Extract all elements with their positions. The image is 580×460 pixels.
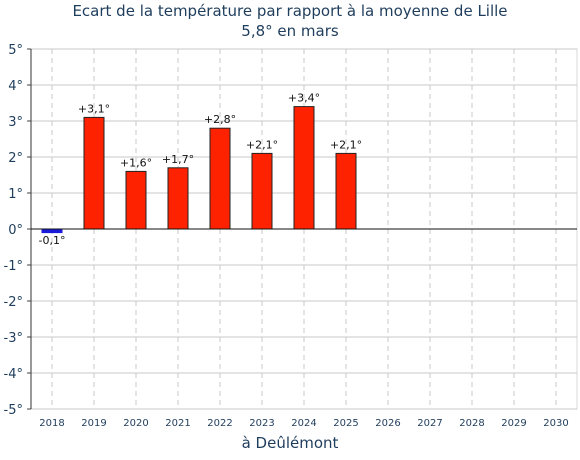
y-tick-label: 2° xyxy=(8,151,23,166)
data-label: +3,4° xyxy=(288,92,320,105)
y-tick-label: -4° xyxy=(4,367,23,382)
data-label: +2,1° xyxy=(246,138,278,151)
y-tick-label: 0° xyxy=(8,223,23,238)
x-tick-label: 2029 xyxy=(501,418,526,429)
x-tick-label: 2019 xyxy=(81,418,106,429)
x-tick-label: 2018 xyxy=(39,418,64,429)
x-tick-label: 2022 xyxy=(207,418,232,429)
bar-2022 xyxy=(209,127,231,230)
y-tick-label: 4° xyxy=(8,79,23,94)
chart-subtitle: 5,8° en mars xyxy=(241,22,339,40)
data-label: +2,8° xyxy=(204,113,236,126)
y-tick-label: -5° xyxy=(4,403,23,418)
data-label: +1,7° xyxy=(162,153,194,166)
x-tick-label: 2030 xyxy=(543,418,568,429)
y-tick-label: 3° xyxy=(8,115,23,130)
y-tick-label: 5° xyxy=(8,43,23,58)
y-tick-label: -1° xyxy=(4,259,23,274)
bar-2023 xyxy=(251,152,273,230)
x-tick-label: 2020 xyxy=(123,418,148,429)
data-label: -0,1° xyxy=(39,234,66,247)
bar-2020 xyxy=(125,170,147,230)
x-tick-label: 2026 xyxy=(375,418,400,429)
data-label: +1,6° xyxy=(120,156,152,169)
y-tick-label: -3° xyxy=(4,331,23,346)
x-axis-label: à Deûlémont xyxy=(241,434,339,452)
x-tick-label: 2021 xyxy=(165,418,190,429)
bar-2024 xyxy=(293,106,315,230)
bar-2021 xyxy=(167,167,189,230)
x-tick-label: 2027 xyxy=(417,418,442,429)
x-tick-label: 2023 xyxy=(249,418,274,429)
x-tick-label: 2024 xyxy=(291,418,316,429)
bar-2019 xyxy=(83,116,105,230)
x-tick-label: 2025 xyxy=(333,418,358,429)
x-tick-label: 2028 xyxy=(459,418,484,429)
y-tick-label: -2° xyxy=(4,295,23,310)
bar-2025 xyxy=(335,152,357,230)
chart-title: Ecart de la température par rapport à la… xyxy=(72,2,508,20)
bar-2018 xyxy=(41,228,63,234)
y-tick-label: 1° xyxy=(8,187,23,202)
data-label: +3,1° xyxy=(78,102,110,115)
data-label: +2,1° xyxy=(330,138,362,151)
